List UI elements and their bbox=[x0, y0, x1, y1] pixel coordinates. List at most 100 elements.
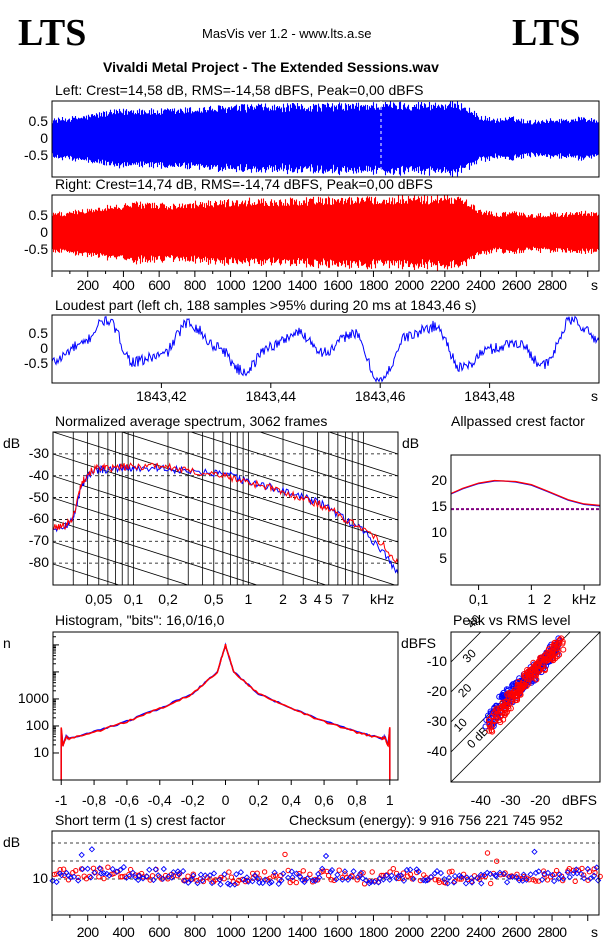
spectrum-slope-line bbox=[120, 432, 398, 521]
crest-ytick-2: 10 bbox=[431, 524, 447, 540]
right-xtick-3: 800 bbox=[183, 277, 206, 293]
pvr-point-right bbox=[554, 648, 561, 655]
crest-ytick-0: 20 bbox=[431, 472, 447, 488]
stc-point-right bbox=[409, 876, 415, 882]
stc-point-right bbox=[218, 874, 224, 881]
stc-point-left bbox=[468, 879, 476, 886]
pvr-diagonal bbox=[451, 632, 600, 782]
stc-xunit: s bbox=[591, 924, 598, 940]
stc-point-left bbox=[395, 872, 402, 880]
pvr-point-right bbox=[497, 713, 504, 720]
stc-point-left bbox=[564, 869, 571, 876]
hist-xtick-7: 0,4 bbox=[281, 792, 301, 808]
stc-point-left bbox=[268, 878, 275, 886]
crest-xtick-2: 2 bbox=[543, 591, 552, 607]
stc-point-left bbox=[206, 872, 214, 879]
pvr-point-right bbox=[556, 637, 563, 644]
stc-point-right bbox=[264, 877, 271, 883]
spectrum-slope-line bbox=[53, 563, 121, 585]
hist-xtick-9: 0,8 bbox=[347, 792, 367, 808]
hist-ytick-0: 1000 bbox=[17, 689, 49, 706]
spectrum-plot bbox=[52, 431, 399, 586]
right-waveform-ytick-0: 0.5 bbox=[28, 206, 48, 223]
hist-title: Histogram, "bits": 16,0/16,0 bbox=[55, 612, 225, 628]
pvr-point-right bbox=[532, 671, 539, 678]
spectrum-xtick-9: 7 bbox=[341, 591, 350, 607]
stc-point-left bbox=[221, 871, 228, 878]
stc-xtick-1: 400 bbox=[112, 924, 135, 940]
right-xtick-2: 600 bbox=[148, 277, 171, 293]
stc-point-right bbox=[494, 858, 500, 864]
stc-point-left bbox=[296, 873, 304, 880]
hist-plot bbox=[52, 631, 399, 785]
stc-point-left bbox=[346, 873, 354, 881]
right-waveform-frame bbox=[51, 194, 600, 272]
stc-point-right bbox=[236, 877, 242, 883]
spectrum-slope-line bbox=[53, 432, 398, 543]
left-waveform-title: Left: Crest=14,58 dB, RMS=-14,58 dBFS, P… bbox=[55, 82, 424, 98]
stc-point-left bbox=[75, 877, 82, 884]
stc-point-right bbox=[449, 868, 455, 874]
stc-point-right bbox=[282, 851, 288, 858]
stc-point-left bbox=[362, 877, 370, 884]
stc-point-left bbox=[174, 868, 182, 875]
pvr-ytick-3: -40 bbox=[426, 743, 447, 759]
pvr-point-right bbox=[502, 705, 509, 712]
stc-point-left bbox=[199, 877, 206, 884]
stc-point-left bbox=[210, 870, 218, 877]
stc-xtick-9: 2000 bbox=[394, 924, 425, 940]
stc-point-right bbox=[484, 850, 491, 856]
stc-point-right bbox=[127, 866, 134, 873]
spectrum-xtick-4: 1 bbox=[244, 591, 253, 607]
crest-title: Allpassed crest factor bbox=[451, 413, 585, 429]
stc-point-right bbox=[272, 872, 279, 878]
loudest-frame bbox=[51, 314, 600, 384]
spectrum-series-left bbox=[53, 463, 398, 575]
spectrum-frame bbox=[52, 431, 399, 586]
pvr-point-right bbox=[556, 651, 563, 658]
spectrum-ylabel: dB bbox=[3, 435, 21, 451]
stc-point-left bbox=[555, 875, 562, 882]
hist-ytick-1: 100 bbox=[25, 716, 49, 733]
stc-point-left bbox=[513, 873, 520, 881]
stc-point-right bbox=[336, 867, 342, 873]
stc-point-left bbox=[509, 873, 516, 881]
stc-point-left bbox=[271, 869, 278, 876]
left-waveform-ytick-1: 0 bbox=[40, 130, 48, 146]
stc-point-left bbox=[53, 878, 60, 886]
pvr-point-right bbox=[524, 667, 531, 673]
hist-xtick-0: -1 bbox=[54, 792, 68, 808]
pvr-point-right bbox=[519, 680, 525, 687]
stc-point-left bbox=[441, 875, 448, 883]
stc-point-left bbox=[451, 872, 459, 880]
hist-series-right bbox=[60, 643, 391, 780]
stc-xtick-8: 1800 bbox=[358, 924, 389, 940]
stc-point-left bbox=[293, 870, 300, 877]
stc-point-left bbox=[580, 875, 588, 882]
stc-point-left bbox=[126, 872, 133, 880]
hist-xtick-2: -0,6 bbox=[114, 792, 139, 808]
stc-point-left bbox=[527, 871, 534, 878]
stc-point-left bbox=[357, 869, 365, 877]
stc-point-left bbox=[152, 866, 159, 873]
stc-point-left bbox=[433, 867, 441, 875]
stc-point-left bbox=[301, 878, 308, 886]
stc-point-right bbox=[300, 868, 307, 874]
stc-plot bbox=[49, 830, 603, 921]
stc-point-left bbox=[288, 868, 295, 875]
stc-point-left bbox=[159, 875, 166, 883]
spectrum-xtick-7: 4 bbox=[313, 591, 322, 607]
spectrum-slope-line bbox=[53, 519, 259, 585]
spectrum-slope-line bbox=[189, 432, 398, 499]
spectrum-title: Normalized average spectrum, 3062 frames bbox=[55, 413, 328, 429]
stc-point-left bbox=[109, 865, 116, 873]
stc-point-right bbox=[446, 869, 453, 875]
stc-point-left bbox=[375, 879, 382, 886]
stc-point-left bbox=[185, 879, 192, 886]
stc-point-left bbox=[366, 880, 373, 887]
stc-point-left bbox=[566, 873, 573, 881]
pvr-diag-label-1: 30 bbox=[460, 646, 480, 666]
stc-point-left bbox=[410, 875, 417, 883]
stc-ytick-0: 10 bbox=[32, 870, 48, 886]
